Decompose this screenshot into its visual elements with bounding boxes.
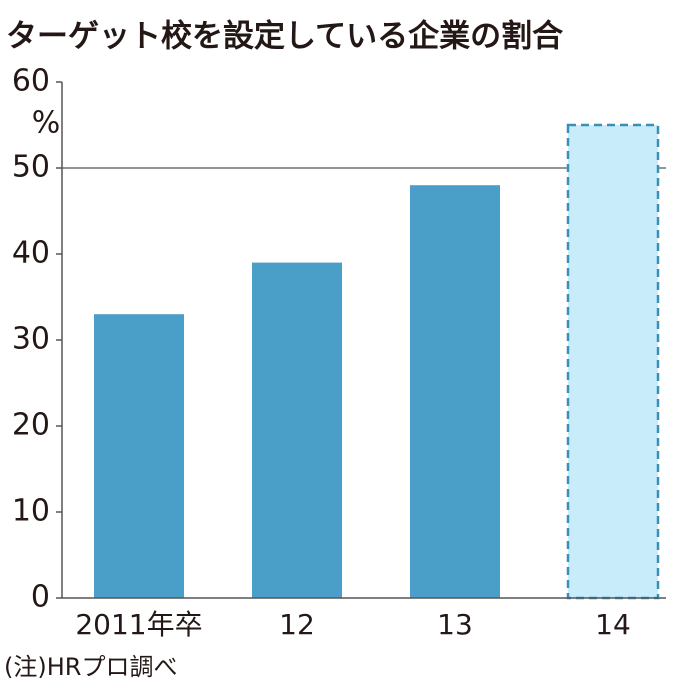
chart-title: ターゲット校を設定している企業の割合 [6,19,563,55]
x-tick-label: 13 [437,608,473,641]
bar [566,123,660,600]
x-tick-label: 2011年卒 [75,608,202,641]
x-tick-label: 12 [279,608,315,641]
y-tick-label: 0 [31,580,50,615]
y-tick-label: 40 [12,236,50,271]
y-tick-label: 60 [12,64,50,99]
bar [410,185,500,598]
bar [252,262,342,598]
y-axis-unit: % [32,106,61,141]
source-note: (注)HRプロ調べ [4,653,177,681]
y-tick-label: 30 [12,322,50,357]
y-tick-label: 10 [12,494,50,529]
bar [94,314,184,598]
y-tick-label: 20 [12,408,50,443]
y-tick-label: 50 [12,150,50,185]
x-tick-label: 14 [595,608,631,641]
